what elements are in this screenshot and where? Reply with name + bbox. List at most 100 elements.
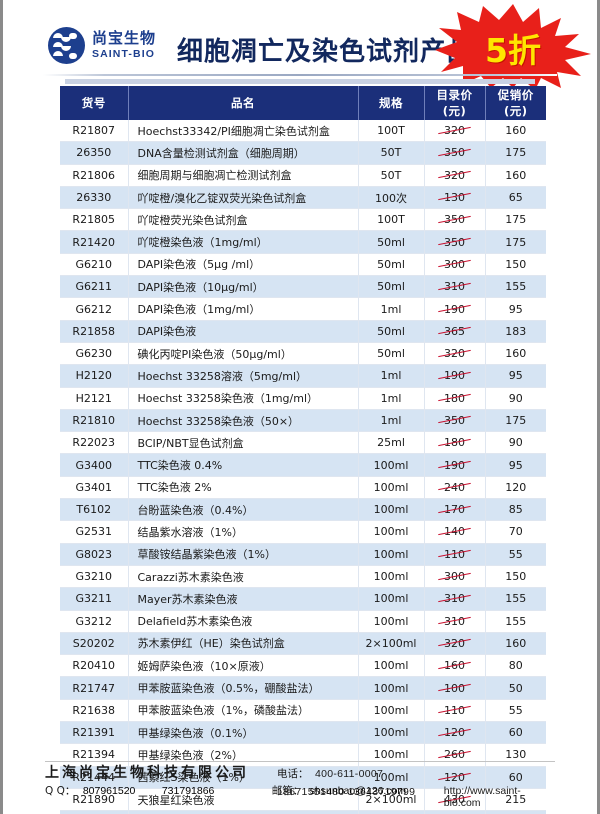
cell-code: R21858 — [60, 320, 129, 343]
footer-row-1: 上海尚宝生物科技有限公司 电话： 400-611-0007 1367155148… — [45, 762, 555, 798]
table-row: R20410 姬姆萨染色液（10×原液） 100ml 160 80 — [60, 654, 546, 678]
cell-list-price: 130 — [424, 186, 486, 210]
cell-code: R21638 — [60, 699, 129, 723]
table-row: R21444 茜素红S染色液（1%） 100ml 120 60 — [60, 766, 546, 789]
cell-spec: 50ml — [358, 230, 425, 254]
cell-name: Hoechst33342/PI细胞凋亡染色试剂盒 — [128, 120, 359, 143]
phone-block: 电话： 400-611-0007 13671551480 13643719799 — [277, 764, 453, 800]
page-footer: 上海尚宝生物科技有限公司 电话： 400-611-0007 1367155148… — [45, 762, 555, 809]
brand-name-cn: 尚宝生物 — [92, 29, 157, 48]
header-divider — [43, 74, 557, 76]
table-row: G6212 DAPI染色液（1mg/ml） 1ml 190 95 — [60, 297, 546, 321]
page-title: 细胞凋亡及染色试剂产品 — [177, 37, 475, 67]
cell-spec: 100ml — [358, 543, 425, 566]
cell-list-price: 190 — [424, 364, 486, 388]
discount-badge: 5折 — [433, 2, 593, 90]
cell-spec: 100ml — [358, 565, 425, 589]
list-price-struck: 350 — [441, 213, 468, 226]
list-price-struck: 310 — [441, 280, 468, 293]
cell-spec: 100T — [358, 208, 425, 232]
cell-code: T6102 — [60, 498, 129, 522]
table-row: R21747 甲苯胺蓝染色液（0.5%，硼酸盐法） 100ml 100 50 — [60, 676, 546, 700]
cell-code: 26350 — [60, 141, 129, 165]
cell-spec: 50ml — [358, 253, 425, 277]
column-header-list-price: 目录价(元) — [424, 86, 486, 120]
cell-name: 结晶紫水溶液（1%） — [128, 520, 359, 544]
table-row: G3400 TTC染色液 0.4% 100ml 190 95 — [60, 453, 546, 477]
cell-code: G2531 — [60, 520, 129, 544]
email-block: 邮箱： shsunbao@126.com — [272, 781, 444, 799]
cell-list-price: 120 — [424, 721, 486, 745]
cell-name: 甲基绿染色液（0.1%） — [128, 721, 359, 745]
cell-promo-price: 60 — [485, 766, 546, 789]
table-row: R21394 甲基绿染色液（2%） 100ml 260 130 — [60, 743, 546, 767]
cell-spec: 100ml — [358, 810, 425, 814]
cell-name: 姬姆萨染色液（10×原液） — [128, 654, 359, 678]
list-price-struck: 260 — [441, 748, 468, 761]
cell-name: DNA含量检测试剂盒（细胞周期） — [128, 141, 359, 165]
cell-list-price: 320 — [424, 120, 486, 143]
cell-name: Mayer苏木素染色液 — [128, 587, 359, 611]
brand-logo: 尚宝生物 SAINT-BIO — [48, 27, 156, 64]
table-row: R21890 天狼星红染色液 2×100ml 430 215 — [60, 788, 546, 812]
cell-name: 细胞周期与细胞凋亡检测试剂盒 — [128, 164, 359, 187]
cell-code: 26330 — [60, 186, 129, 210]
cell-spec: 100ml — [358, 610, 425, 633]
list-price-struck: 190 — [441, 459, 468, 472]
cell-spec: 2×100ml — [358, 788, 425, 812]
cell-name: TTC染色液 0.4% — [128, 453, 359, 477]
cell-list-price: 365 — [424, 320, 486, 343]
table-row: G6210 DAPI染色液（5μg /ml） 50ml 300 150 — [60, 253, 546, 277]
cell-promo-price: 175 — [485, 230, 546, 254]
cell-name: 甲基绿染色液（2%） — [128, 743, 359, 767]
table-row: H2120 Hoechst 33258溶液（5mg/ml） 1ml 190 95 — [60, 364, 546, 388]
list-price-struck: 100 — [441, 682, 468, 695]
qq-block: Q Q： 807961520 731791866 — [45, 781, 272, 799]
cell-code: R21810 — [60, 409, 129, 433]
website-link[interactable]: http://www.saint-bio.com — [443, 785, 521, 809]
cell-list-price: 100 — [424, 676, 486, 700]
table-row: G2531 结晶紫水溶液（1%） 100ml 140 70 — [60, 520, 546, 544]
product-table: 货号 品名 规格 目录价(元) 促销价(元) R21807 Hoechst3334… — [60, 86, 546, 814]
cell-name: 甲苯胺蓝染色液（1%，磷酸盐法） — [128, 699, 359, 723]
cell-spec: 50ml — [358, 342, 425, 366]
list-price-struck: 430 — [441, 793, 468, 806]
cell-promo-price: 60 — [485, 721, 546, 745]
list-price-struck: 110 — [441, 548, 468, 561]
cell-code: G3211 — [60, 587, 129, 611]
cell-list-price: 320 — [424, 632, 486, 656]
cell-promo-price: 175 — [485, 409, 546, 433]
table-row: G6211 DAPI染色液（10μg/ml） 50ml 310 155 — [60, 275, 546, 299]
cell-code: G6210 — [60, 253, 129, 277]
column-header-spec: 规格 — [358, 86, 425, 120]
cell-list-price: 110 — [424, 543, 486, 566]
cell-spec: 100ml — [358, 498, 425, 522]
list-price-struck: 300 — [441, 258, 468, 271]
cell-promo-price: 80 — [485, 654, 546, 678]
cell-code: R21807 — [60, 120, 129, 143]
cell-code: G3210 — [60, 565, 129, 589]
list-price-struck: 350 — [441, 414, 468, 427]
cell-spec: 100ml — [358, 587, 425, 611]
cell-list-price: 160 — [424, 654, 486, 678]
cell-list-price: 320 — [424, 342, 486, 366]
list-price-struck: 170 — [441, 503, 468, 516]
cell-list-price: 160 — [424, 810, 486, 814]
cell-list-price: 260 — [424, 743, 486, 767]
list-price-struck: 130 — [441, 191, 468, 204]
cell-code: R21806 — [60, 164, 129, 187]
table-row: R21638 甲苯胺蓝染色液（1%，磷酸盐法） 100ml 110 55 — [60, 699, 546, 723]
cell-spec: 50ml — [358, 320, 425, 343]
cell-promo-price: 160 — [485, 632, 546, 656]
cell-promo-price: 95 — [485, 453, 546, 477]
cell-spec: 50T — [358, 164, 425, 187]
cell-list-price: 110 — [424, 699, 486, 723]
cell-promo-price: 95 — [485, 297, 546, 321]
table-row: 26350 DNA含量检测试剂盒（细胞周期） 50T 350 175 — [60, 141, 546, 165]
cell-list-price: 120 — [424, 766, 486, 789]
cell-name: 吖啶橙荧光染色试剂盒 — [128, 208, 359, 232]
qq-value-1: 807961520 — [82, 785, 136, 797]
list-price-struck: 310 — [441, 592, 468, 605]
table-row: T6102 台盼蓝染色液（0.4%） 100ml 170 85 — [60, 498, 546, 522]
